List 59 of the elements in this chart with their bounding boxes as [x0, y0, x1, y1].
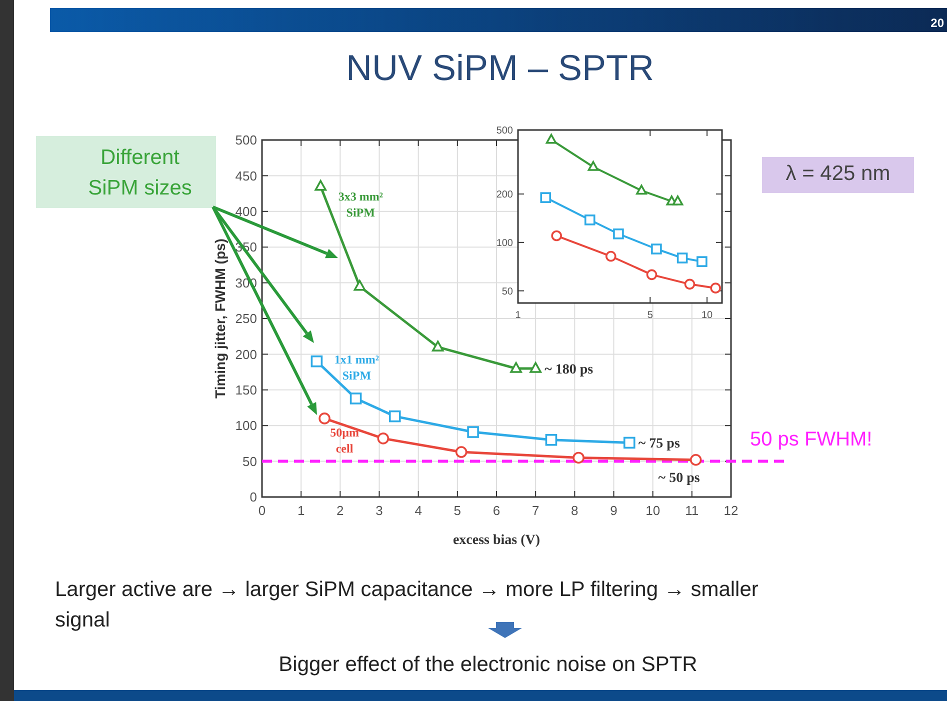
series-label: 1x1 mm² SiPM — [334, 352, 380, 382]
point — [530, 362, 542, 373]
annotation: ~ 180 ps — [544, 362, 594, 378]
x-tick-label: 5 — [647, 310, 654, 321]
point — [623, 436, 636, 449]
y-tick-label: 100 — [496, 238, 514, 249]
series-label: 50µm cell — [330, 425, 359, 456]
y-tick-label: 50 — [242, 454, 257, 469]
x-axis-title: excess bias (V) — [452, 533, 540, 548]
text: λ = 425 nm — [786, 162, 890, 185]
x-tick-label: 2 — [336, 503, 344, 518]
y-tick-label: 0 — [250, 490, 257, 505]
point — [545, 434, 558, 446]
x-tick-label: 9 — [610, 503, 618, 518]
x-tick-label: 11 — [685, 503, 699, 518]
text: Bigger effect of the electronic noise on SPTR — [278, 653, 698, 676]
y-tick-label: 150 — [235, 382, 257, 398]
point — [314, 180, 327, 191]
chart-title: NUV SiPM – SPTR — [346, 47, 654, 88]
text: Larger active are → larger SiPM capacitance → more LP filtering → smaller signal — [55, 578, 758, 632]
x-tick-label: 1 — [515, 310, 522, 321]
x-tick-label: 4 — [414, 503, 422, 518]
x-tick-label: 10 — [646, 503, 660, 518]
y-tick-label: 100 — [235, 418, 257, 434]
x-tick-label: 10 — [701, 310, 714, 321]
y-tick-label: 500 — [235, 132, 257, 148]
x-tick-label: 3 — [376, 503, 383, 518]
y-axis-title: Timing jitter, FWHM (ps) — [212, 238, 228, 398]
point — [455, 446, 468, 458]
point — [377, 432, 390, 444]
y-tick-label: 400 — [235, 204, 257, 219]
annotation: ~ 75 ps — [638, 436, 680, 452]
point — [350, 392, 362, 404]
x-tick-label: 5 — [454, 503, 462, 518]
point — [354, 280, 366, 291]
x-tick-label: 12 — [724, 503, 738, 518]
y-tick-label: 450 — [235, 168, 257, 184]
text: 20 — [930, 16, 944, 30]
x-tick-label: 8 — [571, 503, 578, 518]
x-tick-label: 1 — [297, 503, 305, 518]
point — [572, 452, 584, 464]
point — [310, 355, 323, 368]
x-tick-label: 7 — [532, 503, 540, 518]
point — [432, 340, 444, 352]
y-tick-label: 500 — [496, 126, 514, 136]
y-tick-label: 200 — [496, 190, 514, 200]
point — [510, 362, 522, 373]
y-tick-label: 50 — [502, 286, 514, 298]
point — [467, 426, 479, 438]
x-tick-label: 6 — [492, 503, 500, 518]
y-tick-label: 250 — [235, 311, 257, 326]
ref-line-label: 50 ps FWHM! — [750, 428, 872, 450]
point — [690, 454, 702, 466]
point — [318, 412, 330, 424]
series-label: 3x3 mm² SiPM — [338, 189, 384, 220]
point — [388, 410, 401, 422]
y-tick-label: 200 — [235, 346, 257, 362]
text: Different SiPM sizes — [88, 146, 192, 200]
annotation: ~ 50 ps — [658, 470, 700, 486]
